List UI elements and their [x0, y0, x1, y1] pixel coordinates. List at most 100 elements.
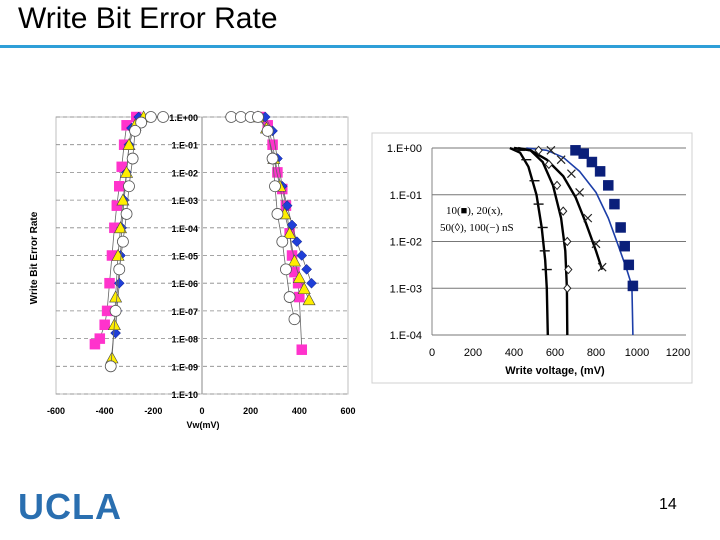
- left-data-point: [123, 180, 135, 193]
- right-chart: 1.E+00 1.E-01 1.E-02 1.E-03 1.E-04 0 200 400 60…: [371, 132, 693, 384]
- left-data-point: [104, 277, 115, 289]
- right-y-tick: 1.E-01: [390, 190, 422, 202]
- right-y-tick: 1.E+00: [387, 143, 422, 155]
- title-underline: [0, 45, 720, 48]
- left-y-tick: 1.E-06: [171, 279, 198, 289]
- left-x-tick: -600: [47, 406, 65, 416]
- right-data-point: [564, 264, 573, 275]
- left-data-point: [120, 165, 134, 178]
- left-series: [89, 110, 317, 373]
- right-x-tick-labels: 0 200 400 600 800 1000 1200: [429, 347, 690, 359]
- right-y-tick: 1.E-03: [390, 283, 422, 295]
- left-data-point: [288, 313, 301, 326]
- left-data-point: [292, 271, 306, 283]
- right-annotation-line-1: 10(■), 20(x),: [446, 205, 503, 217]
- right-x-tick: 600: [546, 347, 564, 359]
- left-x-tick: 600: [340, 406, 355, 416]
- left-data-point: [296, 344, 308, 355]
- right-data-point: [559, 206, 568, 216]
- left-data-point: [116, 193, 130, 206]
- left-data-point: [135, 116, 148, 129]
- right-data-point: [586, 156, 598, 168]
- right-data-point: [615, 222, 626, 233]
- left-data-point: [129, 124, 141, 137]
- right-data-point: [627, 280, 639, 292]
- left-data-point: [291, 236, 303, 248]
- right-data-point: [591, 239, 601, 249]
- right-data-point: [534, 145, 543, 156]
- left-chart: 1.E+00 1.E-01 1.E-02 1.E-03 1.E-04 1.E-05 1.E-…: [29, 110, 356, 430]
- left-y-tick: 1.E-03: [171, 196, 198, 206]
- left-data-point: [306, 277, 317, 289]
- right-data-point: [544, 159, 554, 170]
- right-data-point: [583, 213, 593, 223]
- right-y-tick-labels: 1.E+00 1.E-01 1.E-02 1.E-03 1.E-04: [387, 143, 422, 342]
- left-data-point: [109, 304, 122, 317]
- right-data-point: [546, 145, 556, 155]
- left-x-tick: -200: [144, 406, 162, 416]
- left-data-point: [283, 291, 296, 303]
- right-fit-curve: [509, 146, 549, 336]
- left-data-point: [104, 360, 117, 373]
- right-plot-area: [371, 132, 693, 384]
- slide-title: Write Bit Error Rate: [18, 2, 278, 35]
- left-data-point: [117, 235, 129, 248]
- right-annotation-line-2: 50(◊), 100(−) nS: [440, 222, 514, 234]
- left-data-point: [283, 226, 297, 239]
- left-data-point: [114, 181, 125, 192]
- right-data-point: [619, 240, 630, 252]
- left-data-point: [280, 263, 292, 276]
- right-data-point: [603, 180, 614, 191]
- left-y-tick-labels: 1.E+00 1.E-01 1.E-02 1.E-03 1.E-04 1.E-05 1.E-…: [169, 113, 198, 400]
- right-y-tick: 1.E-04: [390, 330, 422, 342]
- left-data-point: [252, 111, 264, 123]
- left-data-point: [301, 263, 312, 275]
- left-data-point: [89, 338, 101, 350]
- left-data-point: [296, 250, 308, 261]
- left-y-tick: 1.E-09: [171, 362, 198, 372]
- left-data-point: [120, 208, 133, 220]
- left-y-tick: 1.E-02: [171, 168, 198, 178]
- left-data-point: [269, 180, 281, 193]
- left-data-point: [261, 124, 274, 137]
- right-data-point: [552, 180, 562, 191]
- left-data-point: [297, 282, 311, 295]
- right-data-point: [594, 166, 606, 177]
- left-data-point: [276, 235, 289, 248]
- right-x-axis-label: Write voltage, (mV): [505, 365, 605, 377]
- left-y-tick: 1.E-05: [171, 252, 198, 262]
- right-data-point: [578, 148, 589, 159]
- left-x-tick: -400: [96, 406, 114, 416]
- left-y-tick: 1.E-08: [171, 335, 198, 345]
- right-y-tick: 1.E-02: [390, 237, 422, 249]
- right-series: [509, 145, 639, 336]
- left-data-point: [272, 167, 283, 178]
- left-x-tick: 400: [292, 406, 307, 416]
- left-y-tick: 1.E+00: [169, 113, 198, 123]
- right-data-point: [623, 259, 635, 271]
- right-data-point: [556, 155, 566, 165]
- left-data-point: [126, 152, 139, 165]
- left-data-point: [122, 138, 136, 150]
- right-x-tick: 0: [429, 347, 435, 359]
- left-data-point: [157, 111, 169, 123]
- right-data-point: [566, 169, 576, 179]
- left-data-point: [111, 200, 123, 211]
- left-y-tick: 1.E-01: [171, 141, 198, 151]
- left-data-point: [113, 221, 127, 234]
- left-data-point: [109, 290, 123, 303]
- left-x-tick: 200: [243, 406, 258, 416]
- left-data-point: [113, 263, 126, 276]
- left-grid: [56, 116, 348, 395]
- left-y-axis-label: Write Bit Error Rate: [29, 211, 40, 304]
- left-data-point: [302, 293, 316, 306]
- right-data-point: [609, 198, 620, 210]
- left-series-line: [264, 116, 312, 284]
- right-x-tick: 1200: [666, 347, 690, 359]
- left-data-point: [99, 319, 110, 330]
- right-data-point: [597, 262, 607, 272]
- left-x-axis-label: Vw(mV): [186, 420, 219, 430]
- left-y-tick: 1.E-07: [171, 307, 198, 317]
- ucla-logo: UCLA: [18, 486, 122, 527]
